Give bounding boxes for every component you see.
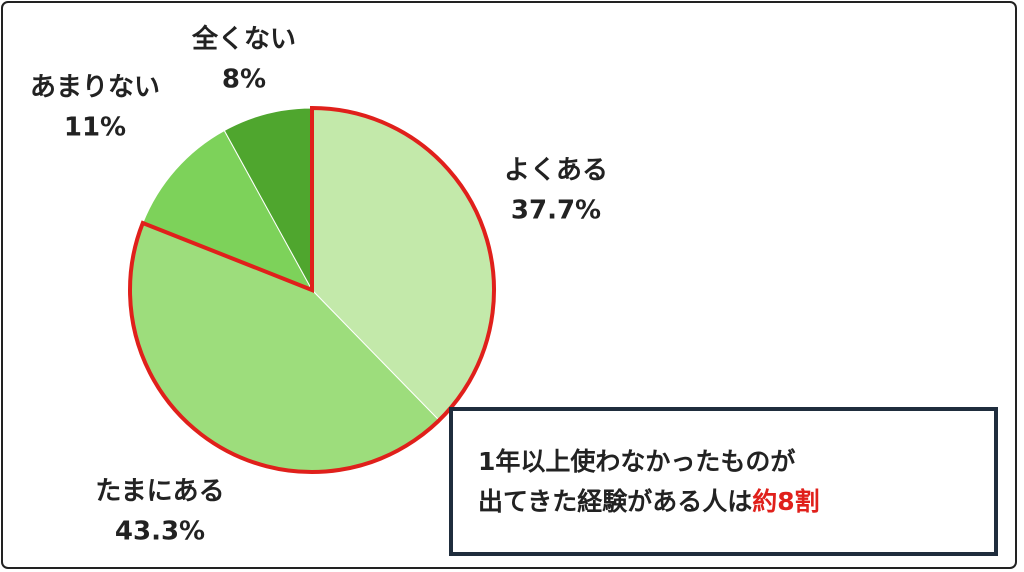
highlight-outline xyxy=(128,105,496,474)
slice-label: 全くない xyxy=(191,24,296,55)
pie xyxy=(128,105,496,474)
annotation-text: 1年以上使わなかったものが xyxy=(478,447,795,476)
slice-label: たまにある xyxy=(95,477,224,507)
annotation-line: 出てきた経験がある人は約8割 xyxy=(478,487,820,516)
labels: よくある 37.7% たまにある 43.3% あまりない 11% 全くない 8% xyxy=(30,24,608,547)
annotation-highlight: 約8割 xyxy=(752,487,819,516)
slice-label: あまりない xyxy=(30,73,160,103)
annotation-box xyxy=(449,407,998,556)
slice-value-label: 43.3% xyxy=(115,517,205,547)
slice-value-label: 37.7% xyxy=(511,196,601,226)
pie-slice xyxy=(142,129,314,291)
slice-label: よくある xyxy=(504,156,608,186)
annotation-text: 出てきた経験がある人は xyxy=(478,487,752,516)
annotation-line: 1年以上使わなかったものが xyxy=(478,447,795,476)
slice-value-label: 8% xyxy=(222,65,266,95)
slice-value-label: 11% xyxy=(64,113,126,143)
